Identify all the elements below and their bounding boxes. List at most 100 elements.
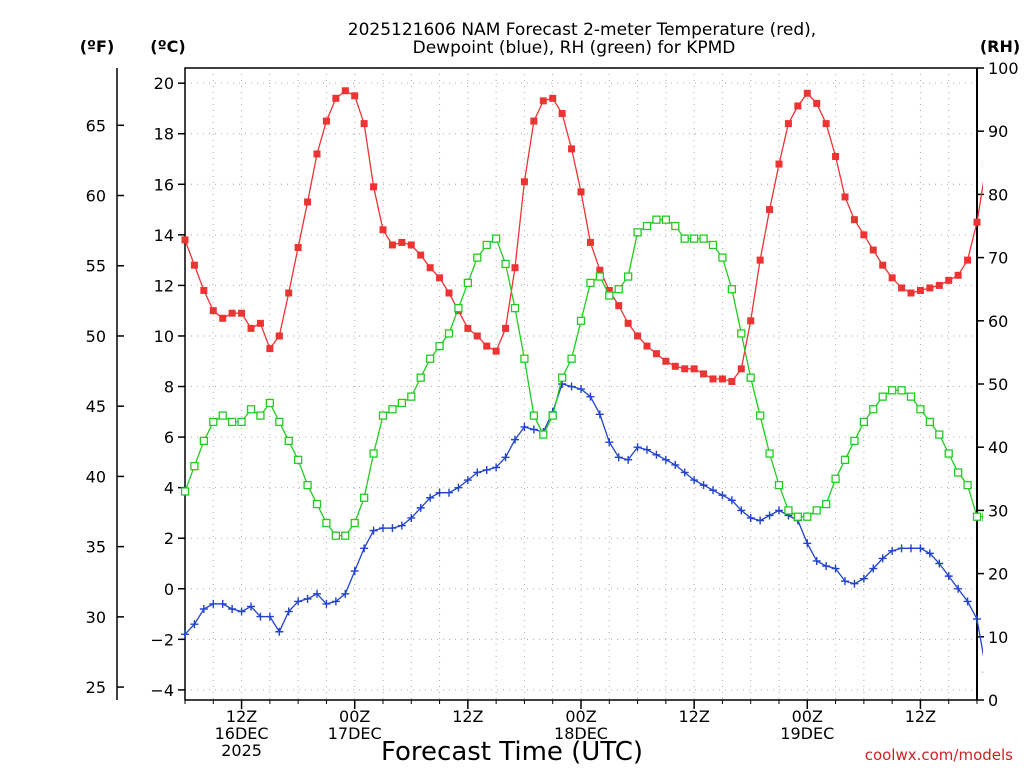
rh-marker <box>671 221 680 231</box>
temperature-marker <box>558 110 566 118</box>
dewpoint-marker <box>812 556 821 565</box>
rh-marker <box>840 455 850 464</box>
rh-marker <box>482 240 491 250</box>
dewpoint-marker <box>397 521 406 530</box>
temperature-marker <box>898 284 906 292</box>
rh-marker <box>463 278 473 288</box>
rh-marker <box>444 329 454 338</box>
temperature-marker <box>926 284 934 292</box>
rh-marker <box>727 285 737 294</box>
rh-marker <box>878 392 887 401</box>
dewpoint-marker <box>671 460 680 469</box>
rh-tick-label: 20 <box>988 565 1008 584</box>
temperature-line <box>184 90 983 383</box>
temperature-marker <box>747 317 755 325</box>
celsius-tick-label: 4 <box>164 479 174 498</box>
temperature-marker <box>681 365 689 373</box>
celsius-tick-label: 2 <box>164 529 174 548</box>
temperature-marker <box>473 332 481 340</box>
x-tick-label: 12Z <box>905 707 936 726</box>
series-group <box>180 87 983 673</box>
dewpoint-marker <box>463 476 472 485</box>
rh-marker <box>520 354 529 363</box>
rh-marker <box>963 480 972 490</box>
rh-marker <box>284 436 293 446</box>
rh-marker <box>935 430 944 439</box>
temperature-marker <box>982 160 983 168</box>
rh-tick-label: 30 <box>988 501 1008 520</box>
temperature-marker <box>671 362 679 370</box>
rh-marker <box>350 518 359 528</box>
temperature-marker <box>973 218 981 226</box>
dewpoint-marker <box>822 562 831 571</box>
rh-marker <box>821 499 831 509</box>
celsius-tick-label: 6 <box>164 428 174 447</box>
temperature-marker <box>304 198 312 206</box>
temperature-marker <box>275 332 283 340</box>
rh-marker <box>595 272 605 281</box>
celsius-tick-label: 0 <box>164 580 174 599</box>
rh-tick-label: 90 <box>988 122 1008 141</box>
rh-marker <box>180 487 190 496</box>
temperature-marker <box>294 243 302 251</box>
dewpoint-marker <box>313 589 321 598</box>
dewpoint-marker <box>831 564 840 573</box>
temperature-marker <box>775 160 783 168</box>
rh-marker <box>661 215 671 224</box>
temperature-marker <box>426 264 434 272</box>
rh-marker <box>812 506 821 515</box>
fahrenheit-tick-label: 25 <box>86 678 106 697</box>
temperature-marker <box>370 183 378 191</box>
x-tick-label: 00Z <box>339 707 370 726</box>
dewpoint-marker <box>850 579 859 588</box>
rh-marker <box>642 221 652 231</box>
rh-unit-label: (RH) <box>980 37 1020 56</box>
x-tick-label: 16DEC <box>215 724 269 743</box>
temperature-marker <box>690 365 698 373</box>
dewpoint-marker <box>727 496 736 505</box>
dewpoint-marker <box>209 599 218 608</box>
dewpoint-marker <box>190 620 199 629</box>
rh-marker <box>897 386 906 395</box>
temperature-marker <box>568 145 576 153</box>
rh-marker <box>784 506 793 515</box>
x-tick-label: 12Z <box>678 707 709 726</box>
temperature-marker <box>954 271 962 279</box>
celsius-tick-label: −4 <box>150 681 174 700</box>
dewpoint-marker <box>916 544 925 553</box>
rh-marker <box>586 278 595 288</box>
celsius-tick-label: 12 <box>154 276 174 295</box>
dewpoint-marker <box>520 422 529 431</box>
temperature-marker <box>417 251 425 259</box>
dewpoint-marker <box>859 574 868 583</box>
temperature-marker <box>313 150 321 158</box>
temperature-marker <box>634 332 642 340</box>
temperature-marker <box>766 206 774 214</box>
dewpoint-marker <box>577 385 585 394</box>
dewpoint-marker <box>341 589 350 598</box>
temperature-marker <box>407 241 415 249</box>
axes: −4−2024681012141618202530354045505560650… <box>86 59 1019 760</box>
celsius-tick-label: −2 <box>150 630 174 649</box>
rh-marker <box>633 228 642 237</box>
rh-marker <box>803 512 812 521</box>
temperature-marker <box>662 357 670 365</box>
temperature-marker <box>398 238 406 246</box>
x-tick-label: 12Z <box>226 707 257 726</box>
rh-marker <box>953 468 963 477</box>
temperature-marker <box>652 350 660 358</box>
rh-marker <box>887 386 897 395</box>
temperature-marker <box>916 286 924 294</box>
rh-marker <box>623 272 633 281</box>
temperature-marker <box>577 188 585 196</box>
celsius-tick-label: 8 <box>164 378 174 397</box>
temperature-marker <box>181 236 189 244</box>
dewpoint-marker <box>426 493 435 502</box>
temperature-marker <box>841 193 849 201</box>
temperature-marker <box>813 99 821 107</box>
dewpoint-marker <box>445 488 453 497</box>
rh-marker <box>218 411 227 420</box>
dewpoint-marker <box>746 513 755 522</box>
rh-marker <box>425 354 435 363</box>
dewpoint-marker <box>775 506 783 515</box>
